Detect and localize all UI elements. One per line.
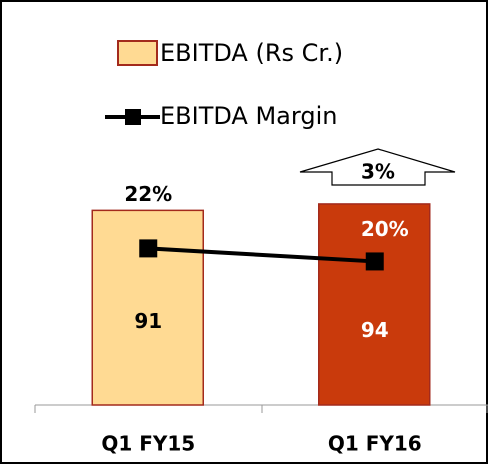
line-marker xyxy=(365,252,384,271)
annotation: 3% xyxy=(361,160,395,184)
change-arrow xyxy=(299,148,456,186)
legend-label: EBITDA Margin xyxy=(160,102,337,130)
line-value-label: 20% xyxy=(361,217,409,241)
bar-value-label: 94 xyxy=(361,318,389,342)
x-tick-label: Q1 FY16 xyxy=(328,432,422,456)
legend-label: EBITDA (Rs Cr.) xyxy=(160,39,343,67)
x-tick-label: Q1 FY15 xyxy=(101,432,195,456)
bar xyxy=(318,203,431,406)
line xyxy=(148,246,375,264)
line-value-label: 22% xyxy=(124,182,172,206)
bar-value-label: 91 xyxy=(134,309,162,333)
legend-marker xyxy=(125,109,141,125)
legend-swatch xyxy=(117,40,158,66)
line-marker xyxy=(139,239,158,258)
